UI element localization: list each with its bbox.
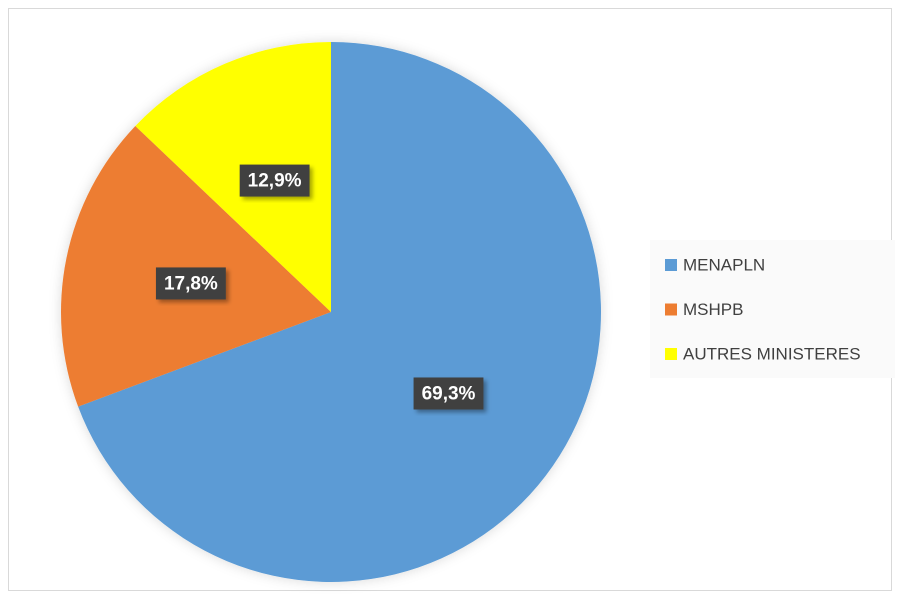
data-label-box: [239, 164, 310, 197]
legend-label: MENAPLN: [683, 255, 765, 274]
data-label-box: [413, 377, 484, 410]
legend-label: AUTRES MINISTERES: [683, 344, 861, 363]
pie: [60, 41, 601, 582]
pie-slice: [135, 41, 331, 312]
data-label: 12,9%: [248, 171, 302, 192]
legend-label: MSHPB: [683, 300, 743, 319]
legend-swatch: [665, 259, 677, 271]
data-label: 17,8%: [164, 273, 218, 294]
legend-box: [650, 240, 895, 378]
data-label-box: [155, 267, 226, 300]
pie-slice: [78, 42, 601, 582]
legend-swatch: [665, 348, 677, 360]
pie-slice: [60, 125, 331, 407]
legend-swatch: [665, 303, 677, 316]
data-label: 69,3%: [422, 384, 476, 405]
